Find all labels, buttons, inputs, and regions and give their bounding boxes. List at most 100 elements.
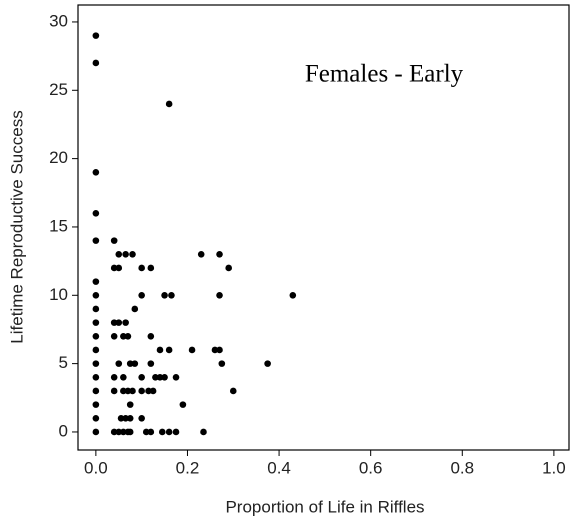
x-tick-label: 0.6 [359, 458, 383, 477]
point [92, 237, 100, 244]
point [92, 428, 100, 436]
point [92, 346, 100, 354]
point [200, 428, 207, 436]
point [115, 319, 123, 326]
y-tick-label: 10 [49, 285, 68, 304]
point [147, 360, 155, 367]
point [158, 428, 166, 436]
point [110, 373, 118, 381]
point [145, 387, 152, 395]
annotation: Females - Early [305, 61, 464, 88]
point [117, 414, 125, 422]
point [165, 346, 173, 354]
x-tick-label: 1.0 [542, 458, 566, 477]
point [138, 291, 145, 299]
point [115, 250, 123, 258]
point [92, 414, 100, 422]
point [92, 291, 100, 299]
point [92, 401, 100, 408]
y-tick-label: 25 [49, 80, 68, 99]
point [168, 291, 175, 299]
point [126, 414, 134, 422]
point [126, 401, 134, 408]
point [179, 401, 187, 408]
point [161, 373, 168, 381]
point [120, 387, 127, 395]
point [142, 428, 150, 436]
point [124, 387, 132, 395]
point [92, 209, 100, 217]
x-tick-label: 0.2 [176, 458, 200, 477]
point [122, 414, 129, 422]
y-tick-label: 20 [49, 148, 68, 167]
point [131, 305, 139, 313]
point [126, 428, 134, 436]
plot-frame [77, 4, 570, 451]
point [152, 373, 159, 381]
point [120, 428, 127, 436]
point [129, 250, 136, 258]
point [172, 428, 180, 436]
point [138, 373, 145, 381]
point [92, 278, 100, 285]
point [138, 414, 145, 422]
point [110, 332, 118, 340]
point [211, 346, 219, 354]
x-tick-label: 0.4 [267, 458, 291, 477]
point [92, 305, 100, 313]
point [188, 346, 196, 354]
point [138, 264, 145, 272]
point [138, 387, 145, 395]
point [229, 387, 237, 395]
point [147, 428, 155, 436]
point [92, 373, 100, 381]
x-tick-label: 0.8 [450, 458, 474, 477]
point [110, 237, 118, 244]
x-axis-label: Proportion of Life in Riffles [225, 497, 424, 516]
point [92, 59, 100, 67]
point [216, 291, 223, 299]
point [216, 250, 223, 258]
point [156, 373, 164, 381]
point [165, 100, 173, 108]
point [165, 428, 173, 436]
point [122, 319, 129, 326]
point [92, 387, 100, 395]
point [216, 346, 223, 354]
point [156, 346, 164, 354]
y-tick-label: 5 [59, 353, 68, 372]
point [110, 264, 118, 272]
point [225, 264, 232, 272]
point [126, 360, 134, 367]
point [124, 332, 132, 340]
point [129, 387, 136, 395]
point [115, 264, 123, 272]
point [264, 360, 271, 367]
point [115, 360, 123, 367]
y-tick-label: 15 [49, 216, 68, 235]
point [110, 319, 118, 326]
point [110, 387, 118, 395]
point [147, 332, 155, 340]
point [92, 319, 100, 326]
point [131, 360, 139, 367]
y-tick-label: 30 [49, 11, 68, 30]
point [120, 332, 127, 340]
point [172, 373, 180, 381]
point [92, 332, 100, 340]
x-tick-label: 0.0 [84, 458, 108, 477]
y-axis-label: Lifetime Reproductive Success [7, 110, 26, 343]
point [161, 291, 168, 299]
point [115, 428, 123, 436]
point [147, 264, 155, 272]
point [92, 168, 100, 176]
point [92, 360, 100, 367]
y-tick-label: 0 [59, 421, 68, 440]
point [92, 32, 100, 39]
point [110, 428, 118, 436]
point [197, 250, 205, 258]
point [149, 387, 157, 395]
point [120, 373, 127, 381]
point [218, 360, 226, 367]
